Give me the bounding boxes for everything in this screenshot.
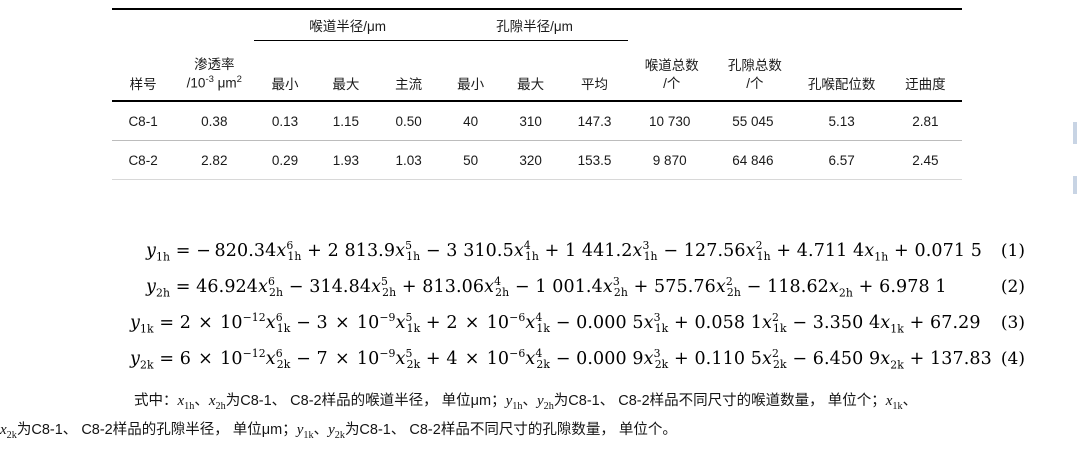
table-header-row: 样号 渗透率 /10-3 μm2 最小 最大 主流 最小 最大 平均 喉道总数 … (112, 41, 962, 102)
col-header-throat-main: 主流 (395, 77, 423, 92)
note-text-4: 为C8-1、 C8-2样品不同尺寸的孔隙数量， 单位个。 (344, 421, 677, 438)
col-header-permeability: 渗透率 /10-3 μm2 (174, 41, 254, 102)
equation-3-number: (3) (1000, 313, 1025, 333)
table-row: C8-1 0.38 0.13 1.15 0.50 40 310 147.3 10… (112, 101, 962, 141)
equation-row-3: y1k = 2 × 10−12x61k − 3 × 10−9x51k + 2 ×… (0, 305, 1077, 341)
equation-row-1: y1h = − 820.34x61h + 2 813.9x51h − 3 310… (0, 233, 1077, 269)
col-header-throat-count: 喉道总数 /个 (644, 57, 699, 91)
cell-pore-max: 320 (519, 152, 542, 168)
note-sep-3: 、 (902, 393, 918, 409)
parameter-table-container: 喉道半径/μm 孔隙半径/μm 样号 渗透率 /10-3 μm2 最小 最大 主… (112, 8, 962, 180)
equation-2-body: y2h = 46.924x62h − 314.84x52h + 813.06x4… (146, 274, 947, 300)
equation-row-4: y2k = 6 × 10−12x62k − 7 × 10−9x52k + 4 ×… (0, 341, 1077, 377)
note-sep-1: 、 (194, 393, 209, 409)
col-header-pore-min: 最小 (457, 77, 485, 92)
note-sep-4: 、 (313, 421, 329, 438)
cell-sample: C8-1 (128, 113, 158, 129)
cell-pore-max: 310 (519, 113, 542, 129)
note-text-2: 为C8-1、 C8-2样品不同尺寸的喉道数量， 单位个； (553, 393, 886, 409)
cell-pore-avg: 147.3 (577, 113, 612, 129)
cell-throat-max: 1.15 (332, 113, 360, 129)
group-header-spacer-right (628, 9, 962, 41)
note-var-y2k: y2k (328, 421, 345, 441)
note-var-x1h: x1h (177, 393, 195, 412)
equation-1-body: y1h = − 820.34x61h + 2 813.9x51h − 3 310… (146, 238, 982, 264)
equation-1-number: (1) (1000, 241, 1025, 261)
note-prefix: 式中： (134, 393, 178, 409)
equation-note: 式中：x1h、x2h为C8-1、 C8-2样品的喉道半径， 单位μm；y1h、y… (0, 388, 1077, 445)
note-text-3: 为C8-1、 C8-2样品的孔隙半径， 单位μm； (16, 421, 297, 438)
equation-row-2: y2h = 46.924x62h − 314.84x52h + 813.06x4… (0, 269, 1077, 305)
col-header-throat-min: 最小 (271, 77, 299, 92)
note-line-2: x2k为C8-1、 C8-2样品的孔隙半径， 单位μm；y1k、y2k为C8-1… (0, 417, 1077, 446)
group-header-throat-radius: 喉道半径/μm (254, 9, 441, 41)
equation-4-number: (4) (1000, 349, 1025, 369)
cell-coordination-number: 5.13 (828, 113, 855, 129)
cell-sample: C8-2 (128, 152, 158, 168)
note-var-x2k: x2k (0, 421, 17, 441)
cell-tortuosity: 2.45 (912, 152, 939, 168)
note-var-y2h: y2h (536, 393, 554, 412)
note-var-y1h: y1h (505, 393, 523, 412)
col-header-sample: 样号 (129, 77, 157, 92)
cell-permeability: 2.82 (201, 152, 228, 168)
cell-pore-avg: 153.5 (577, 152, 612, 168)
col-header-throat-max: 最大 (332, 77, 360, 92)
cell-throat-main: 0.50 (395, 113, 422, 129)
cell-throat-main: 1.03 (395, 152, 422, 168)
cell-throat-count: 10 730 (649, 113, 691, 129)
equation-4-body: y2k = 6 × 10−12x62k − 7 × 10−9x52k + 4 ×… (130, 346, 992, 372)
table-group-header-row: 喉道半径/μm 孔隙半径/μm (112, 9, 962, 41)
group-header-pore-radius: 孔隙半径/μm (440, 9, 629, 41)
cell-throat-count: 9 870 (652, 152, 687, 168)
note-var-x1k: x1k (885, 393, 903, 412)
group-header-spacer-left (112, 9, 254, 41)
note-var-y1k: y1k (296, 421, 314, 441)
scan-edge-artifact-bottom (1073, 176, 1077, 194)
equation-2-number: (2) (1000, 277, 1025, 297)
note-text-1: 为C8-1、 C8-2样品的喉道半径， 单位μm； (225, 393, 506, 409)
cell-coordination-number: 6.57 (828, 152, 855, 168)
col-header-tortuosity: 迂曲度 (905, 77, 946, 92)
col-header-pore-max: 最大 (517, 77, 545, 92)
cell-pore-count: 64 846 (732, 152, 774, 168)
cell-throat-min: 0.13 (271, 113, 299, 129)
cell-throat-min: 0.29 (271, 152, 299, 168)
col-header-coordination-number: 孔喉配位数 (807, 77, 876, 92)
cell-tortuosity: 2.81 (912, 113, 939, 129)
col-header-pore-count: 孔隙总数 /个 (727, 57, 782, 91)
col-header-permeability-unit: /10-3 μm2 (186, 74, 242, 91)
col-header-pore-avg: 平均 (581, 77, 608, 92)
cell-throat-max: 1.93 (332, 152, 360, 168)
cell-permeability: 0.38 (201, 113, 228, 129)
cell-pore-count: 55 045 (732, 113, 774, 129)
equation-block: y1h = − 820.34x61h + 2 813.9x51h − 3 310… (0, 233, 1077, 377)
note-line-1: 式中：x1h、x2h为C8-1、 C8-2样品的喉道半径， 单位μm；y1h、y… (0, 388, 1077, 417)
parameter-table: 喉道半径/μm 孔隙半径/μm 样号 渗透率 /10-3 μm2 最小 最大 主… (112, 8, 962, 180)
note-var-x2h: x2h (208, 393, 226, 412)
cell-pore-min: 40 (463, 113, 479, 129)
table-row: C8-2 2.82 0.29 1.93 1.03 50 320 153.5 9 … (112, 140, 962, 180)
equation-3-body: y1k = 2 × 10−12x61k − 3 × 10−9x51k + 2 ×… (130, 310, 981, 336)
scan-edge-artifact-top (1073, 122, 1077, 144)
note-sep-2: 、 (522, 393, 537, 409)
cell-pore-min: 50 (463, 152, 479, 168)
